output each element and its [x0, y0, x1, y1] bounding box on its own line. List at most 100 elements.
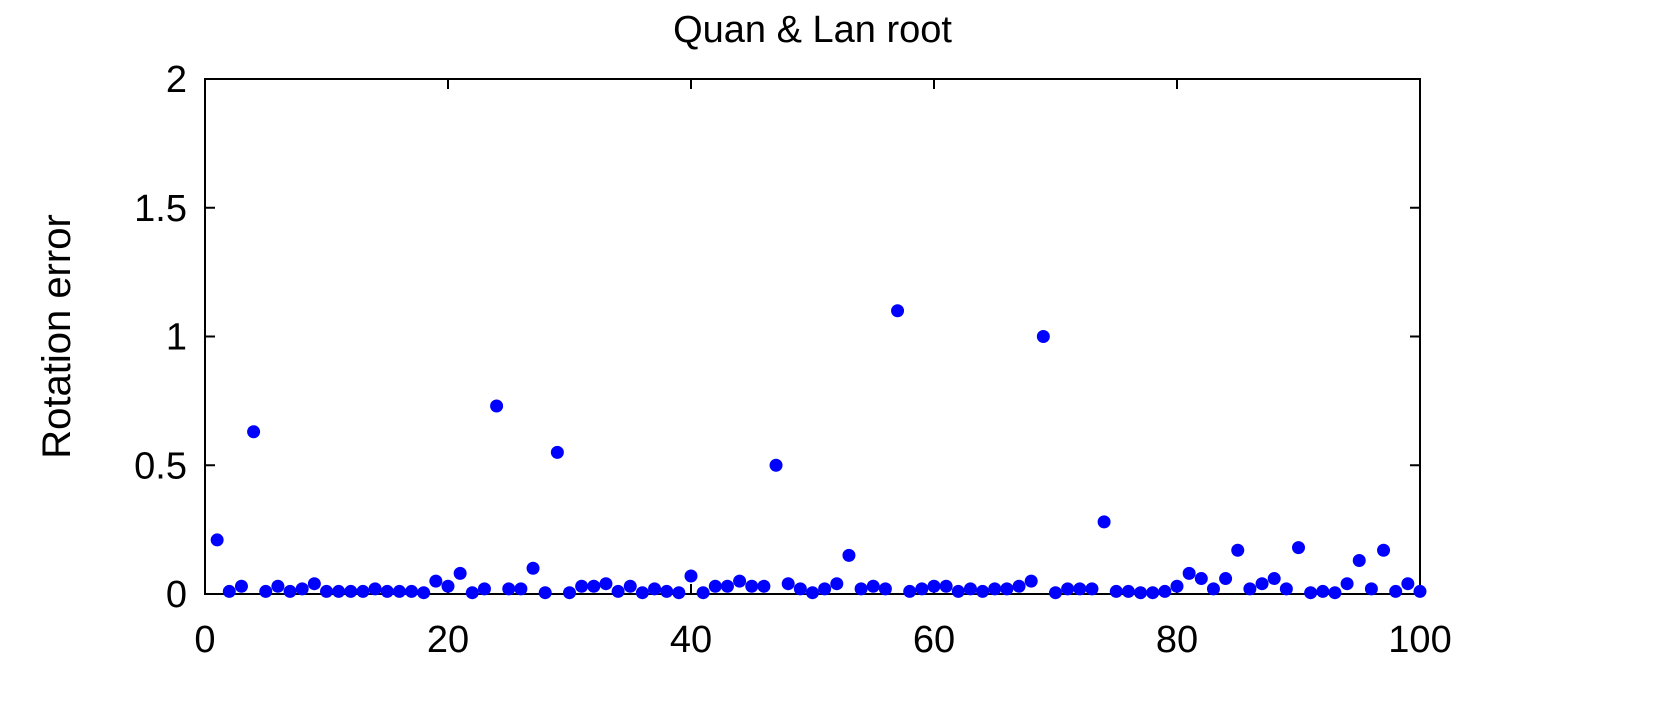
data-point	[927, 579, 941, 593]
data-point	[866, 579, 880, 593]
data-point	[1000, 582, 1014, 596]
data-point	[477, 582, 491, 596]
data-point	[757, 579, 771, 593]
data-point	[708, 579, 722, 593]
data-point	[1036, 330, 1050, 343]
data-point	[1401, 577, 1415, 591]
data-point	[210, 533, 224, 547]
axis-ticks	[204, 78, 1421, 595]
data-point	[392, 584, 406, 598]
data-point	[368, 582, 382, 596]
data-point	[1073, 582, 1087, 596]
data-point	[842, 548, 856, 562]
data-point	[344, 584, 358, 598]
x-tick-label: 0	[194, 619, 215, 661]
data-point	[696, 586, 710, 600]
data-point	[672, 586, 686, 600]
data-point	[1328, 586, 1342, 600]
data-point	[1413, 584, 1427, 598]
data-point	[307, 577, 321, 591]
x-tick-label: 60	[913, 619, 955, 661]
data-point	[587, 579, 601, 593]
data-point	[563, 586, 576, 600]
data-point	[1121, 584, 1135, 598]
data-point	[611, 584, 625, 598]
data-point	[1024, 574, 1038, 588]
data-point	[963, 582, 977, 596]
data-point	[951, 584, 965, 598]
data-point	[1316, 584, 1330, 598]
y-axis-label: Rotation error	[35, 214, 79, 459]
data-point	[1340, 577, 1354, 591]
data-point	[1364, 582, 1378, 596]
data-point	[660, 584, 674, 598]
data-point	[429, 574, 443, 588]
data-point	[1231, 543, 1245, 557]
data-point	[1243, 582, 1257, 596]
data-point	[1012, 579, 1026, 593]
data-point	[830, 577, 844, 591]
data-point	[514, 582, 528, 596]
data-point	[1097, 515, 1111, 529]
data-point	[1304, 586, 1318, 600]
data-point	[891, 304, 905, 318]
data-point	[915, 582, 929, 596]
data-point	[1158, 584, 1172, 598]
data-point	[1292, 541, 1305, 555]
data-point	[1206, 582, 1220, 596]
data-point	[465, 586, 479, 600]
data-point	[1377, 543, 1391, 557]
data-point	[1279, 582, 1293, 596]
data-point	[356, 584, 370, 598]
data-point	[502, 582, 516, 596]
data-point	[733, 574, 747, 588]
data-point	[793, 582, 807, 596]
data-point	[405, 584, 419, 598]
data-point	[1146, 586, 1160, 600]
data-point	[806, 586, 819, 600]
data-point	[222, 584, 236, 598]
y-tick-label: 0	[166, 574, 187, 616]
y-axis-tick-labels: 0 0.5 1 1.5 2	[134, 59, 187, 616]
data-point	[550, 445, 564, 459]
x-tick-label: 40	[670, 619, 712, 661]
y-tick-label: 2	[166, 59, 187, 101]
data-point	[1389, 584, 1403, 598]
data-point	[939, 579, 953, 593]
data-point	[332, 584, 346, 598]
chart-title: Quan & Lan root	[673, 9, 952, 51]
data-point	[878, 582, 892, 596]
y-tick-label: 1.5	[134, 188, 187, 230]
x-tick-label: 100	[1388, 619, 1451, 661]
data-point	[271, 579, 285, 593]
x-tick-label: 20	[427, 619, 469, 661]
data-point	[648, 582, 662, 596]
data-point	[903, 584, 917, 598]
x-tick-label: 80	[1156, 619, 1198, 661]
data-points	[210, 304, 1427, 600]
data-point	[1170, 579, 1184, 593]
data-point	[320, 584, 333, 598]
data-point	[1085, 582, 1099, 596]
data-point	[769, 458, 783, 472]
data-point	[1194, 572, 1208, 586]
plot-area-frame	[204, 78, 1421, 595]
data-point	[295, 582, 309, 596]
data-point	[526, 561, 540, 575]
data-point	[623, 579, 637, 593]
data-point	[1049, 586, 1062, 600]
data-point	[417, 586, 431, 600]
data-point	[988, 582, 1002, 596]
data-point	[283, 584, 297, 598]
data-point	[1182, 566, 1196, 580]
data-point	[635, 586, 649, 600]
data-point	[854, 582, 868, 596]
y-tick-label: 0.5	[134, 445, 187, 487]
data-point	[453, 566, 467, 580]
data-point	[441, 579, 455, 593]
data-point	[380, 584, 394, 598]
data-point	[247, 425, 261, 439]
data-point	[781, 577, 795, 591]
data-point	[720, 579, 734, 593]
